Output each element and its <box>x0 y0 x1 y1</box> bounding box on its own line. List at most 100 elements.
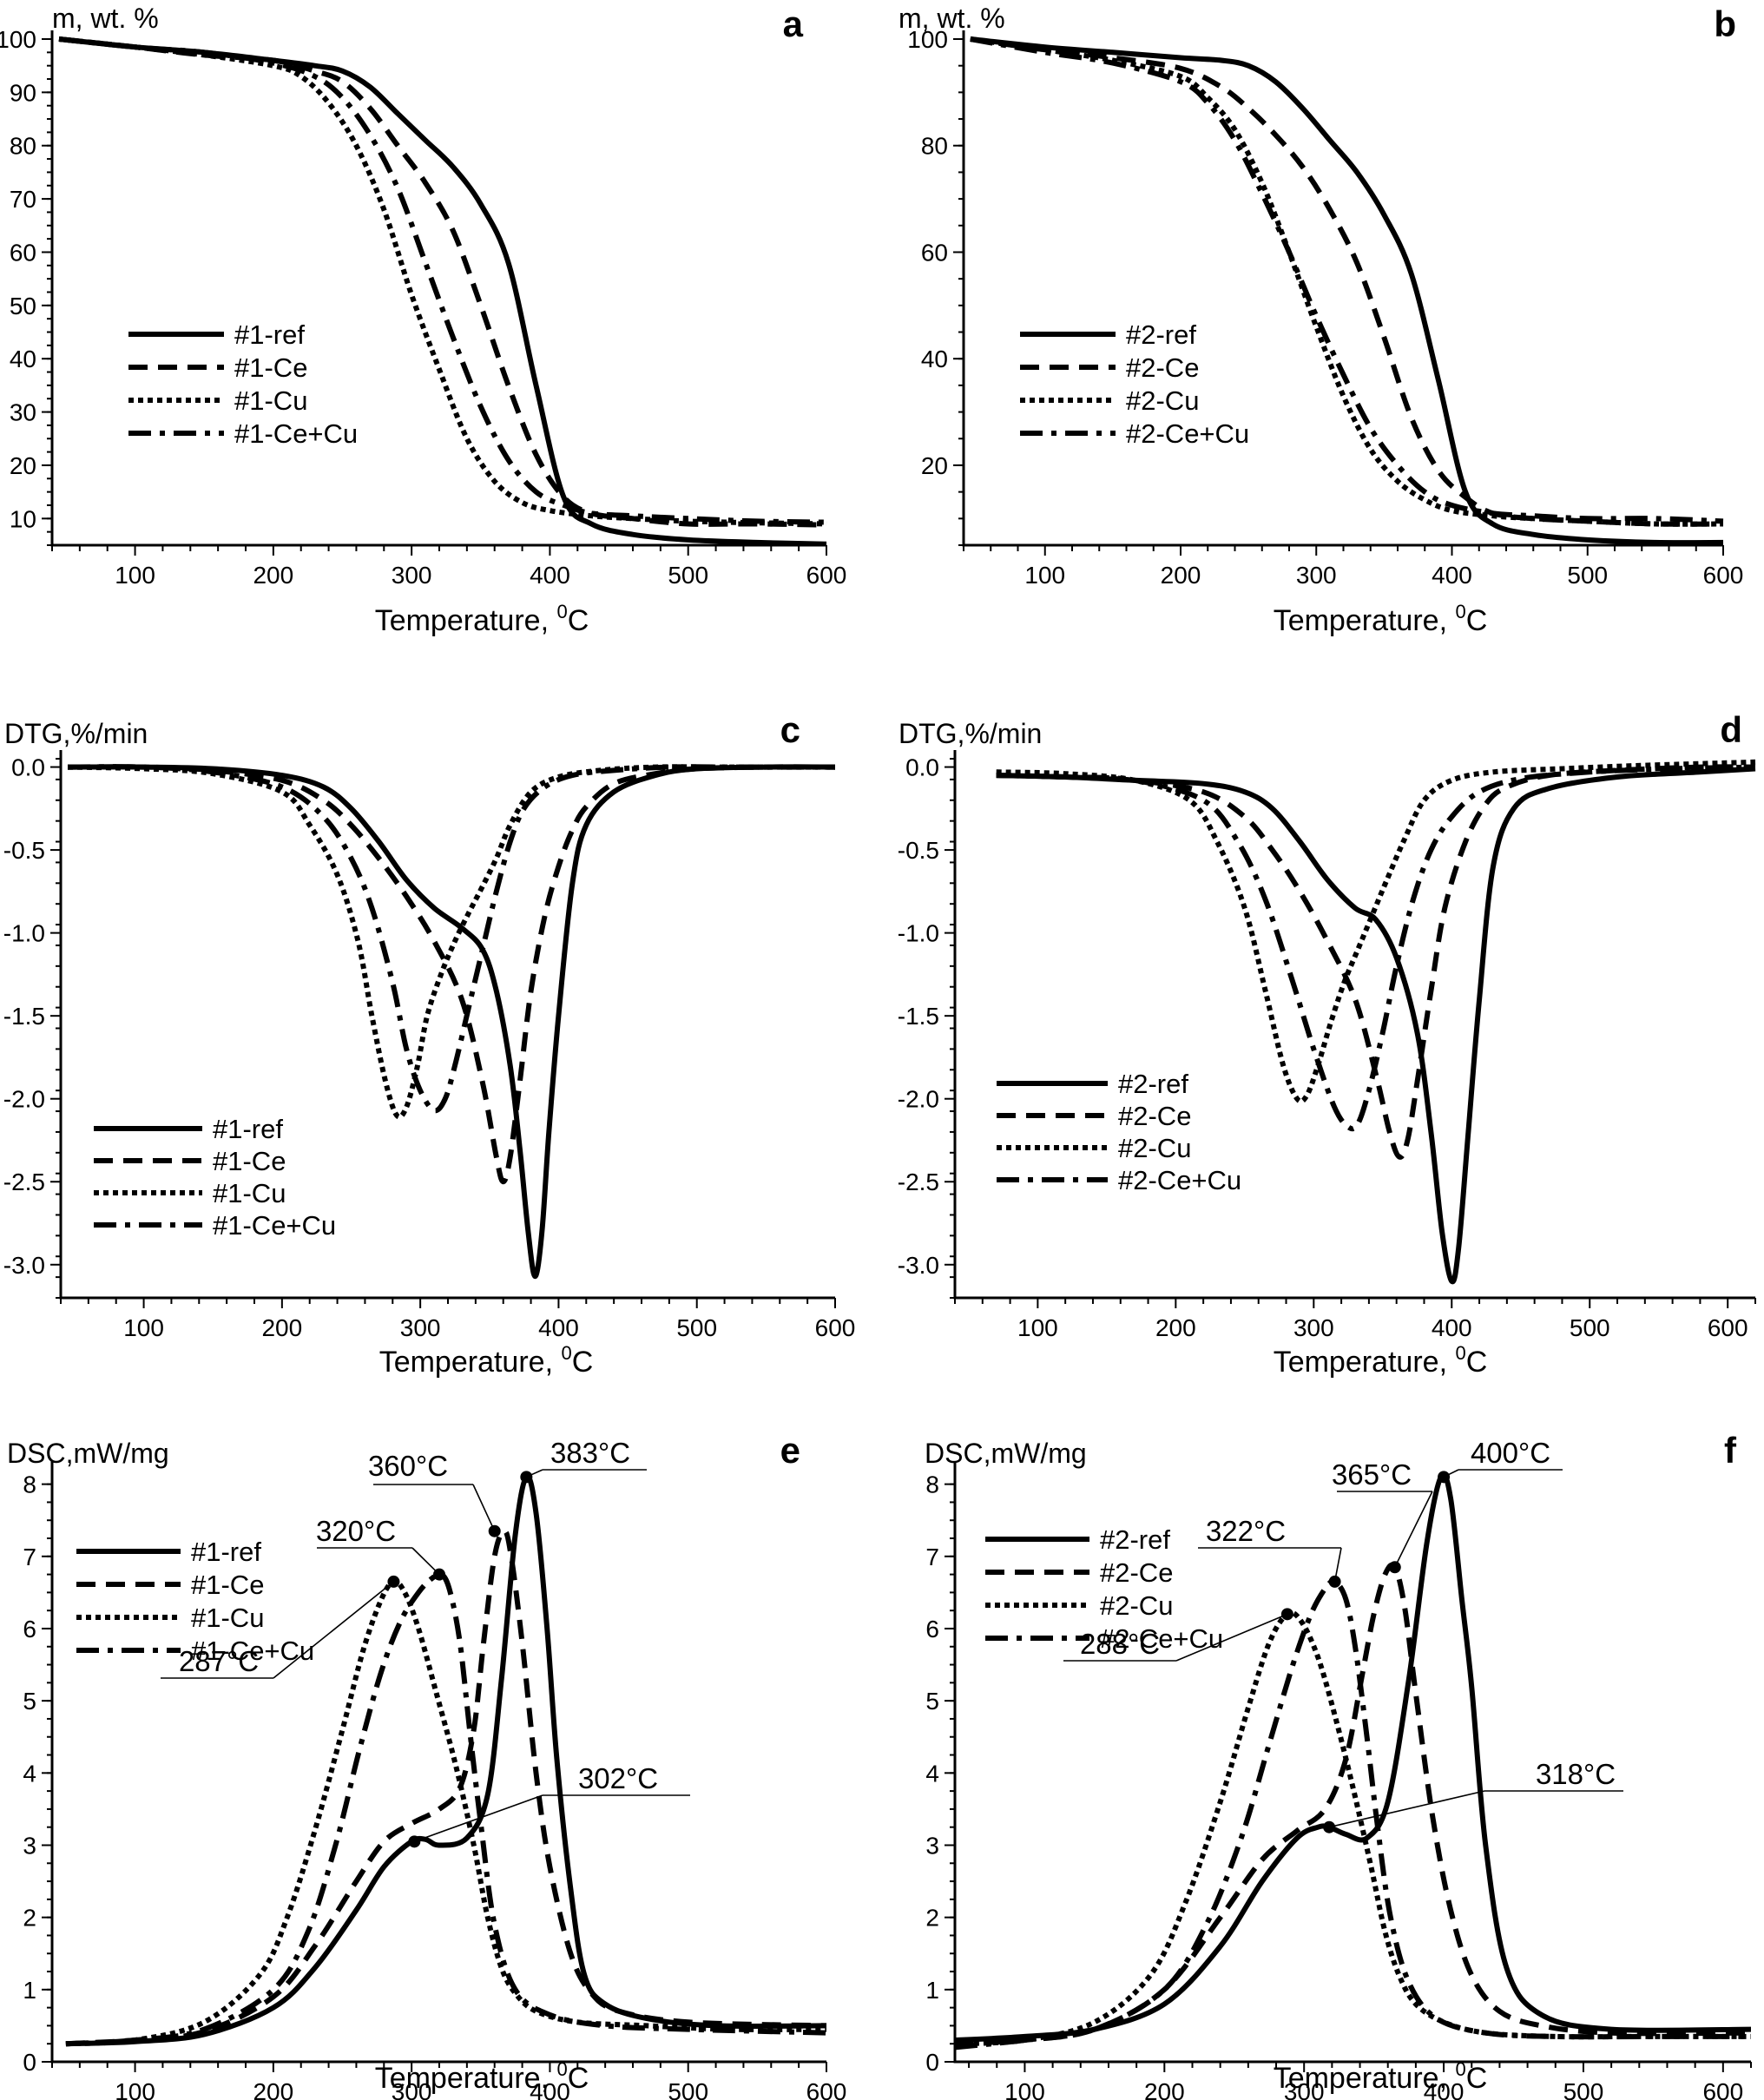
series-line--1-ce-cu <box>65 1570 827 2047</box>
x-tick-label: 200 <box>261 1314 302 1341</box>
y-tick-label: 3 <box>23 1832 36 1859</box>
x-tick-label: 200 <box>1155 1314 1196 1341</box>
y-tick-label: 40 <box>921 346 948 372</box>
peak-temperature-label: 302°C <box>578 1762 658 1794</box>
legend-label: #2-ref <box>1118 1069 1188 1099</box>
series-line--2-ce-cu <box>955 1578 1751 2051</box>
legend-label: #2-Ce <box>1118 1101 1191 1131</box>
peak-temperature-label: 383°C <box>550 1437 630 1469</box>
panel-letter: a <box>783 3 804 44</box>
legend-label: #1-Ce <box>234 352 307 383</box>
x-tick-label: 400 <box>538 1314 579 1341</box>
x-tick-label: 600 <box>1703 562 1744 589</box>
legend-label: #1-ref <box>234 319 305 350</box>
x-tick-label: 200 <box>253 2078 293 2100</box>
peak-temperature-label: 365°C <box>1332 1458 1412 1491</box>
y-tick-label: 1 <box>925 1977 939 2004</box>
y-tick-label: 10 <box>10 505 36 532</box>
y-tick-label: -0.5 <box>898 837 939 864</box>
y-tick-label: 5 <box>23 1688 36 1715</box>
x-tick-label: 500 <box>668 562 708 589</box>
series-line--2-ce-cu <box>996 764 1756 1132</box>
x-tick-label: 300 <box>400 1314 441 1341</box>
peak-temperature-label: 288°C <box>1080 1628 1160 1660</box>
y-tick-label: -3.0 <box>3 1252 45 1279</box>
legend-label: #2-ref <box>1100 1524 1170 1555</box>
x-tick-label: 500 <box>1567 562 1608 589</box>
y-tick-label: 20 <box>10 452 36 479</box>
y-tick-label: 6 <box>925 1616 939 1642</box>
y-tick-label: -2.0 <box>898 1086 939 1113</box>
y-tick-label: -2.0 <box>3 1086 45 1113</box>
y-tick-label: 2 <box>925 1905 939 1932</box>
legend-label: #1-Cu <box>234 385 307 416</box>
y-tick-label: -1.0 <box>3 920 45 947</box>
peak-temperature-label: 322°C <box>1206 1515 1286 1547</box>
y-axis-title: DSC,mW/mg <box>925 1438 1087 1469</box>
chart-panel-d: 100 200 300 400 500 600 0.0 -0.5 -1.0 -1.5 -2.0 -2.… <box>898 709 1756 1379</box>
x-tick-label: 600 <box>1702 2078 1743 2100</box>
legend-label: #1-Cu <box>213 1178 286 1208</box>
y-tick-label: 80 <box>10 133 36 160</box>
series-line--2-ce <box>970 36 1724 527</box>
series-line--2-cu <box>996 759 1756 1104</box>
x-tick-label: 400 <box>1432 1314 1472 1341</box>
panel-letter: e <box>780 1430 800 1471</box>
panel-letter: f <box>1724 1430 1737 1471</box>
legend-label: #2-Ce <box>1126 352 1199 383</box>
x-axis-title: Temperature, 0C <box>375 2058 589 2095</box>
x-tick-label: 400 <box>1432 562 1472 589</box>
annotation-leader <box>526 1469 647 1478</box>
peak-temperature-label: 318°C <box>1536 1758 1616 1790</box>
x-tick-label: 400 <box>530 562 570 589</box>
x-tick-label: 600 <box>806 2078 847 2100</box>
panel-letter: c <box>780 709 800 750</box>
annotation-leader <box>1337 1491 1433 1568</box>
y-tick-label: 8 <box>23 1471 36 1498</box>
y-tick-label: -0.5 <box>3 837 45 864</box>
y-tick-label: 60 <box>921 239 948 266</box>
x-tick-label: 600 <box>815 1314 856 1341</box>
y-tick-label: 0 <box>925 2049 939 2076</box>
x-tick-label: 400 <box>530 2078 570 2100</box>
x-tick-label: 300 <box>1284 2078 1325 2100</box>
y-tick-label: -3.0 <box>898 1252 939 1279</box>
y-tick-label: -1.5 <box>898 1003 939 1030</box>
y-tick-label: -2.5 <box>898 1168 939 1195</box>
series-line--2-cu <box>970 36 1724 527</box>
x-tick-label: 300 <box>392 562 432 589</box>
x-tick-label: 500 <box>1563 2078 1604 2100</box>
x-tick-label: 100 <box>115 562 155 589</box>
y-tick-label: -1.0 <box>898 920 939 947</box>
y-tick-label: 70 <box>10 186 36 213</box>
y-tick-label: 0.0 <box>905 754 939 781</box>
panel-letter: b <box>1714 3 1736 44</box>
annotation-leader <box>414 1794 690 1843</box>
y-tick-label: 3 <box>925 1832 939 1859</box>
y-tick-label: 0.0 <box>11 754 45 781</box>
y-tick-label: 50 <box>10 293 36 319</box>
y-tick-label: 4 <box>925 1760 939 1787</box>
legend-label: #1-Ce <box>191 1570 264 1600</box>
series-line--1-ce-cu <box>58 36 827 525</box>
y-tick-label: 4 <box>23 1760 36 1787</box>
legend-label: #2-Ce+Cu <box>1118 1165 1241 1195</box>
series-line--2-ref <box>996 766 1756 1285</box>
y-tick-label: 6 <box>23 1616 36 1642</box>
y-tick-label: 8 <box>925 1471 939 1498</box>
series-line--1-ce <box>58 36 827 528</box>
annotation-leader <box>161 1581 394 1679</box>
chart-panel-a: 100 200 300 400 500 600 10 20 30 40 50 60 70 80 90 100 m… <box>0 3 846 637</box>
peak-temperature-label: 320°C <box>316 1515 396 1547</box>
legend-label: #2-Ce+Cu <box>1126 418 1249 449</box>
y-tick-label: 0 <box>23 2049 36 2076</box>
chart-panel-c: 100 200 300 400 500 600 0.0 -0.5 -1.0 -1.5 -2.0 -2.… <box>3 709 856 1379</box>
series-line--1-ce <box>67 764 836 1185</box>
x-tick-label: 500 <box>1570 1314 1610 1341</box>
x-axis-title: Temperature, 0C <box>375 601 589 637</box>
x-tick-label: 100 <box>1024 562 1065 589</box>
x-tick-label: 300 <box>392 2078 432 2100</box>
x-tick-label: 300 <box>1293 1314 1334 1341</box>
y-tick-label: 80 <box>921 133 948 160</box>
